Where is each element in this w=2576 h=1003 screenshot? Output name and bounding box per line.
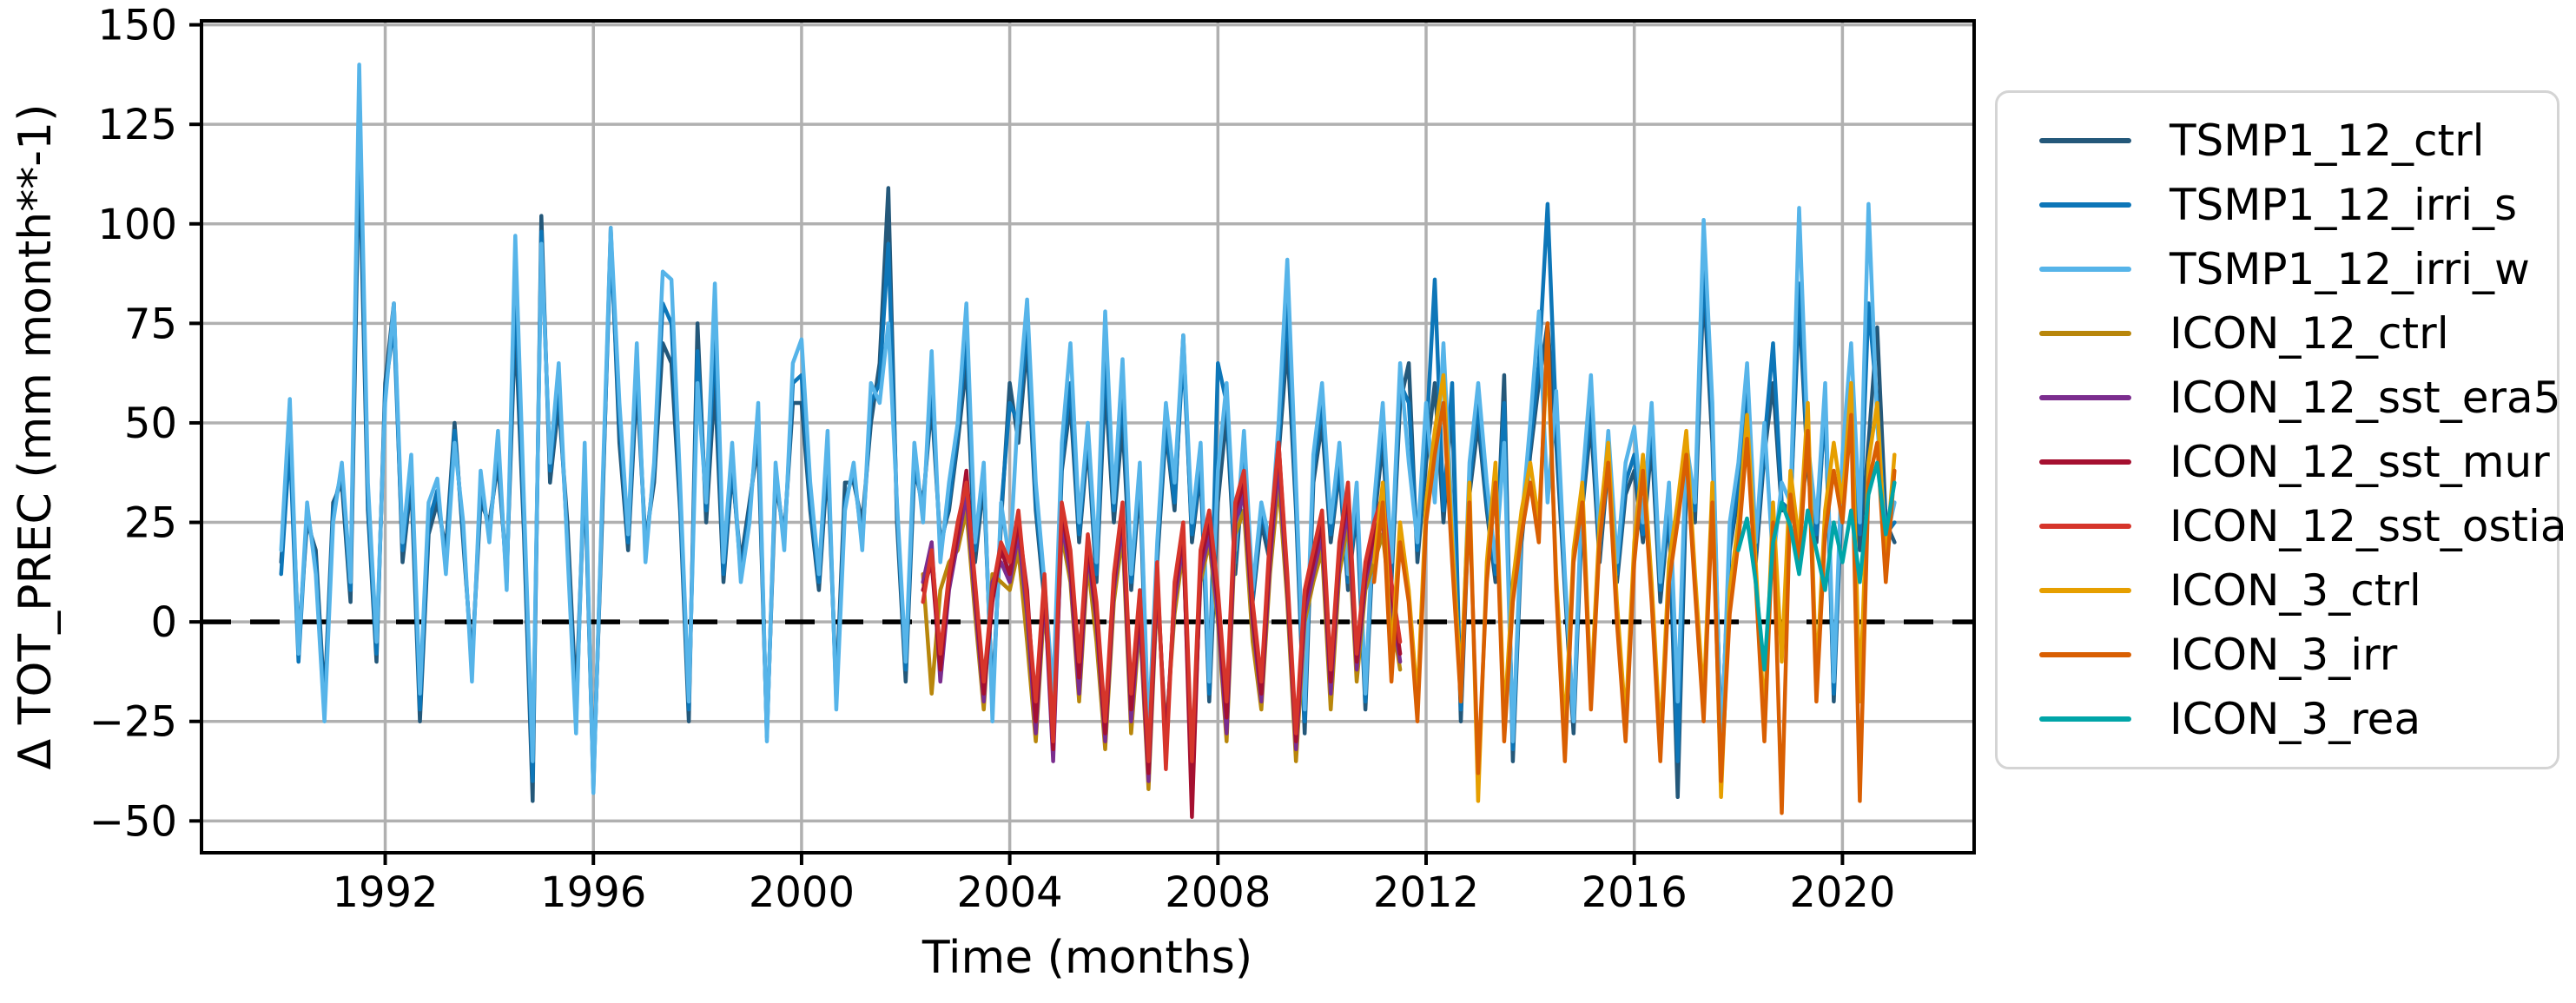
series-line-ICON_3_irr (1371, 321, 1897, 815)
y-axis-label: Δ TOT_PREC (mm month**-1) (10, 104, 62, 770)
legend-swatch-line (2039, 395, 2131, 400)
x-tick-label: 2000 (749, 868, 855, 917)
series-line-ICON_12_sst_ostia (921, 440, 1403, 771)
legend-item: ICON_3_irr (2039, 630, 2557, 680)
legend-swatch-line (2039, 524, 2131, 529)
legend-item: ICON_12_sst_mur (2039, 437, 2557, 487)
legend-label: ICON_12_sst_era5 (2170, 373, 2561, 423)
y-tick-label: 50 (124, 399, 177, 448)
legend-label: ICON_12_sst_mur (2170, 437, 2550, 487)
legend-label: TSMP1_12_ctrl (2170, 115, 2485, 166)
legend-swatch-line (2039, 716, 2131, 722)
legend-swatch-line (2039, 202, 2131, 208)
legend-item: ICON_12_sst_era5 (2039, 373, 2561, 423)
legend-label: ICON_12_sst_ostia (2170, 501, 2567, 551)
plot-border (200, 19, 1976, 855)
legend-swatch-line (2039, 652, 2131, 657)
legend-swatch-line (2039, 267, 2131, 272)
x-tick-label: 2020 (1789, 868, 1895, 917)
axis-ticks: 1992 1996 2000 2004 2008 2012 2016 2020 150 125 10… (89, 2, 1896, 917)
legend-label: ICON_3_irr (2170, 630, 2398, 680)
legend-item: TSMP1_12_irri_s (2039, 180, 2557, 230)
legend-swatch-line (2039, 331, 2131, 336)
legend-label: TSMP1_12_irri_s (2170, 180, 2518, 230)
legend-item: ICON_3_rea (2039, 694, 2557, 744)
series-line-TSMP1_12_irri_w (279, 63, 1897, 795)
y-tick-label: 75 (124, 300, 177, 348)
legend-swatch-line (2039, 588, 2131, 593)
y-tick-label: 25 (124, 499, 177, 548)
x-tick-label: 2004 (957, 868, 1063, 917)
x-tick-label: 1992 (332, 868, 438, 917)
legend-label: TSMP1_12_irri_w (2170, 244, 2530, 294)
y-tick-label: −25 (89, 698, 177, 747)
x-axis-label: Time (months) (921, 932, 1252, 984)
data-series-lines (279, 63, 1897, 819)
legend-item: TSMP1_12_irri_w (2039, 244, 2557, 294)
legend-label: ICON_12_ctrl (2170, 308, 2449, 359)
y-tick-label: −50 (89, 797, 177, 846)
y-tick-label: 150 (97, 2, 177, 50)
legend-item: ICON_3_ctrl (2039, 565, 2557, 616)
legend-label: ICON_3_rea (2170, 694, 2421, 744)
axes-frame (200, 19, 1976, 855)
legend-box: TSMP1_12_ctrl TSMP1_12_irri_s TSMP1_12_i… (1995, 90, 2567, 769)
series-line-ICON_3_rea (1736, 460, 1897, 672)
y-tick-label: 0 (150, 598, 177, 647)
legend-item: ICON_12_sst_ostia (2039, 501, 2567, 551)
x-tick-label: 2016 (1582, 868, 1688, 917)
legend-swatch-line (2039, 459, 2131, 465)
legend-swatch-line (2039, 138, 2131, 143)
y-tick-label: 125 (97, 101, 177, 149)
legend-label: ICON_3_ctrl (2170, 565, 2421, 616)
x-tick-label: 2012 (1373, 868, 1479, 917)
x-tick-label: 2008 (1165, 868, 1271, 917)
legend-item: TSMP1_12_ctrl (2039, 115, 2557, 166)
x-tick-label: 1996 (540, 868, 646, 917)
y-tick-label: 100 (97, 201, 177, 249)
legend-item: ICON_12_ctrl (2039, 308, 2557, 359)
